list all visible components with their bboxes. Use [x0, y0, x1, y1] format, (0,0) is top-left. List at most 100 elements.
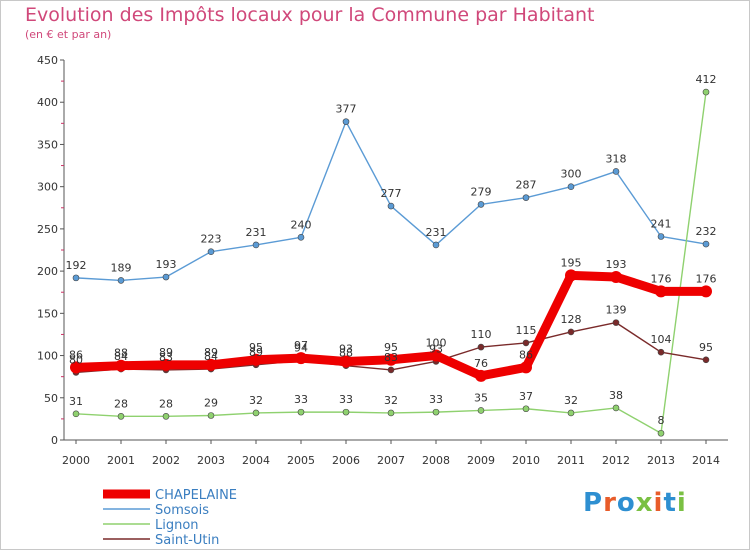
- y-tick-label: 300: [37, 181, 58, 194]
- data-point: [340, 355, 352, 368]
- data-point: [297, 408, 305, 416]
- data-point: [162, 413, 170, 420]
- x-tick-label: 2009: [467, 454, 495, 467]
- data-label: 89: [159, 346, 173, 359]
- x-tick-label: 2004: [242, 454, 270, 467]
- series-line-somsois: [75, 120, 707, 282]
- data-label: 76: [474, 357, 488, 370]
- data-label: 240: [291, 218, 312, 231]
- data-label: 31: [69, 395, 83, 408]
- data-label: 100: [426, 337, 447, 350]
- data-label: 128: [561, 313, 582, 326]
- x-tick-label: 2012: [602, 454, 630, 467]
- data-label: 139: [606, 304, 627, 317]
- data-label: 86: [69, 348, 83, 361]
- data-label: 279: [471, 185, 492, 198]
- data-label: 94: [294, 342, 308, 355]
- data-point: [432, 241, 440, 249]
- data-point: [207, 248, 215, 255]
- data-point: [387, 366, 395, 374]
- data-point: [385, 353, 397, 366]
- data-point: [700, 285, 712, 298]
- data-label: 89: [204, 346, 218, 359]
- x-tick-label: 2000: [62, 454, 90, 467]
- data-label: 84: [114, 350, 128, 363]
- legend-label: CHAPELAINE: [155, 488, 237, 503]
- data-label: 192: [66, 259, 87, 272]
- data-label: 231: [246, 226, 267, 239]
- data-label: 232: [696, 225, 717, 238]
- y-tick-label: 0: [51, 434, 58, 447]
- logo-letter: t: [663, 488, 677, 518]
- data-label: 88: [339, 347, 353, 360]
- data-label: 83: [384, 351, 398, 364]
- x-tick-label: 2008: [422, 454, 450, 467]
- data-label: 29: [204, 397, 218, 410]
- data-point: [657, 429, 665, 437]
- data-point: [117, 413, 125, 420]
- data-point: [207, 412, 215, 419]
- x-tick-label: 2002: [152, 454, 180, 467]
- data-point: [522, 194, 530, 201]
- data-label: 33: [294, 393, 308, 406]
- data-point: [477, 407, 485, 414]
- data-point: [252, 409, 260, 417]
- data-point: [477, 201, 485, 208]
- data-point: [72, 410, 80, 418]
- data-point: [295, 352, 307, 365]
- data-label: 32: [384, 394, 398, 407]
- data-point: [702, 88, 710, 96]
- data-label: 95: [249, 341, 263, 354]
- y-tick-label: 400: [37, 96, 58, 109]
- data-point: [72, 274, 80, 282]
- data-point: [387, 202, 395, 210]
- x-tick-label: 2003: [197, 454, 225, 467]
- x-tick-label: 2013: [647, 454, 675, 467]
- data-label: 32: [249, 394, 263, 407]
- y-tick-label: 450: [37, 54, 58, 67]
- data-point: [342, 118, 350, 125]
- logo-letter: P: [583, 488, 604, 518]
- data-label: 38: [609, 389, 623, 402]
- data-label: 33: [339, 393, 353, 406]
- data-label: 176: [696, 272, 717, 285]
- y-tick-label: 150: [37, 307, 58, 320]
- legend-label: Lignon: [155, 518, 199, 533]
- logo-letter: i: [676, 488, 687, 518]
- data-label: 33: [429, 393, 443, 406]
- logo-letter: o: [616, 488, 636, 518]
- x-tick-label: 2007: [377, 454, 405, 467]
- data-label: 32: [564, 394, 578, 407]
- data-point: [522, 339, 530, 347]
- y-tick-label: 350: [37, 138, 58, 151]
- data-label: 277: [381, 187, 402, 200]
- x-tick-label: 2010: [512, 454, 540, 467]
- data-point: [702, 240, 710, 248]
- data-label: 193: [606, 258, 627, 271]
- data-point: [567, 183, 575, 190]
- data-point: [522, 405, 530, 413]
- data-label: 195: [561, 256, 582, 269]
- data-labels: 192 189 1932232312403772772312792873003182…: [66, 73, 717, 427]
- chart-axes: 0 50 100 150 200 250 300 350 400 450 2000 2001 2002 2…: [37, 54, 728, 467]
- data-label: 223: [201, 233, 222, 246]
- data-label: 300: [561, 168, 582, 181]
- data-label: 83: [159, 351, 173, 364]
- data-point: [387, 409, 395, 417]
- data-label: 86: [519, 348, 533, 361]
- data-label: 193: [156, 258, 177, 271]
- y-tick-label: 100: [37, 350, 58, 363]
- data-label: 28: [114, 397, 128, 410]
- data-label: 104: [651, 333, 672, 346]
- x-tick-label: 2011: [557, 454, 585, 467]
- logo-letter: r: [603, 488, 617, 518]
- data-point: [115, 359, 127, 372]
- data-point: [117, 277, 125, 284]
- data-label: 35: [474, 391, 488, 404]
- x-tick-label: 2014: [692, 454, 720, 467]
- x-tick-label: 2006: [332, 454, 360, 467]
- data-point: [565, 269, 577, 282]
- data-label: 189: [111, 261, 132, 274]
